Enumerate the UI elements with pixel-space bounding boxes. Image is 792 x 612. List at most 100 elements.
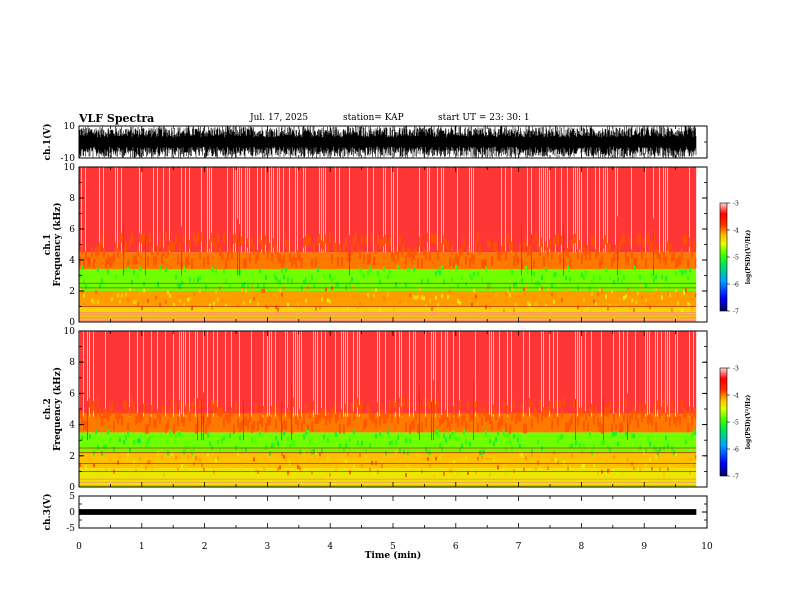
ch1-spectrogram-boundary bbox=[143, 232, 145, 243]
ch1-spectrogram-low-speckle bbox=[441, 294, 443, 299]
ch1-spectrogram-low-speckle bbox=[133, 299, 135, 304]
ch2-spectrogram-low-speckle bbox=[105, 467, 107, 472]
ch2-spectrogram-low-speckle bbox=[599, 465, 601, 470]
ch2-spectrogram-streak bbox=[413, 331, 414, 417]
ch1-spectrogram-low-speckle bbox=[605, 294, 607, 299]
ch2-spectrogram-speckle bbox=[269, 451, 271, 456]
ch1-spectrogram-boundary bbox=[383, 236, 385, 247]
ch2-spectrogram-speckle bbox=[509, 438, 511, 444]
ch2-spectrogram-speckle bbox=[639, 445, 641, 450]
ch1-spectrogram-speckle bbox=[471, 276, 473, 281]
ch2-spectrogram-boundary bbox=[441, 414, 443, 425]
ch2-spectrogram-speckle bbox=[507, 433, 509, 438]
ch1-spectrogram-boundary bbox=[525, 237, 527, 247]
ch1-spectrogram-spike bbox=[563, 223, 564, 276]
ch2-spectrogram-spike bbox=[197, 398, 198, 441]
ch1-spectrogram-spike bbox=[349, 235, 350, 276]
ch2-spectrogram-boundary bbox=[571, 415, 573, 425]
ch2-spectrogram-boundary bbox=[393, 398, 395, 409]
ch1-spectrogram-low-speckle bbox=[187, 297, 189, 302]
ch1-spectrogram-boundary bbox=[375, 244, 377, 255]
ch1-spectrogram-low-speckle bbox=[347, 306, 349, 311]
ch1-spectrogram-low-speckle bbox=[159, 302, 161, 307]
ch2-spectrogram-low-speckle bbox=[537, 460, 539, 465]
ch1-spectrogram-low-speckle bbox=[79, 287, 81, 292]
ch2-spectrogram-low-speckle bbox=[251, 470, 253, 475]
ch1-spectrogram-boundary bbox=[641, 249, 643, 260]
ch1-spectrogram-low-speckle bbox=[383, 296, 385, 301]
ch2-spectrogram-speckle bbox=[209, 441, 211, 446]
ch1-spectrogram-streak bbox=[335, 167, 336, 253]
ch1-spectrogram-low-speckle bbox=[389, 301, 391, 306]
ch1-spectrogram-speckle bbox=[675, 271, 677, 276]
ch1-spectrogram-streak bbox=[539, 167, 540, 253]
ch1-spectrogram-low-speckle bbox=[645, 298, 647, 303]
ch2-spectrogram-boundary bbox=[275, 419, 277, 430]
ch2-spectrogram-spike bbox=[203, 392, 204, 441]
ch2-spectrogram-boundary bbox=[643, 408, 645, 419]
ch2-spectrogram-streak bbox=[151, 331, 152, 417]
ch1-spectrogram-boundary bbox=[281, 258, 283, 268]
ch1-spectrogram-boundary bbox=[337, 256, 339, 266]
ch2-spectrogram-low-speckle bbox=[109, 456, 111, 461]
ch2-spectrogram-speckle bbox=[289, 443, 291, 449]
ch2-spectrogram-speckle bbox=[179, 430, 181, 436]
ch2-spectrogram-boundary bbox=[333, 404, 335, 414]
time-tick-label: 3 bbox=[265, 542, 271, 552]
ch2-spectrogram-boundary bbox=[591, 403, 593, 413]
ch2-spectrogram-boundary bbox=[615, 423, 617, 434]
ch1-spectrogram-low-speckle bbox=[121, 293, 123, 298]
ch1-spectrogram-speckle bbox=[85, 284, 87, 290]
ch1-spectrogram-streak bbox=[261, 167, 262, 253]
ch2-spectrogram-streak bbox=[315, 331, 316, 417]
ch2-spectrogram-spike bbox=[291, 383, 292, 441]
ch2-spectrogram-boundary bbox=[531, 419, 533, 429]
ch2-spectrogram-boundary bbox=[303, 414, 305, 424]
ch2-spectrogram-low-speckle bbox=[405, 473, 407, 477]
ch1-spectrogram-streak bbox=[595, 167, 596, 253]
ch2-spectrogram-streak bbox=[347, 331, 348, 417]
ch2-spectrogram-low-speckle bbox=[669, 464, 671, 469]
ch2-spectrogram-boundary bbox=[653, 404, 655, 414]
ch1-spectrogram-streak bbox=[207, 167, 208, 253]
ch2-spectrogram-streak bbox=[377, 331, 378, 417]
ch1-spectrogram-low-speckle bbox=[595, 301, 597, 306]
ch2-spectrogram-streak bbox=[287, 331, 288, 417]
ch2-spectrogram-low-speckle bbox=[563, 460, 565, 465]
ch1-spectrogram-low-speckle bbox=[507, 289, 509, 294]
ch1-spectrogram-streak bbox=[385, 167, 386, 253]
ch1-spectrogram-streak bbox=[567, 167, 568, 253]
ch1-spectrogram-boundary bbox=[611, 257, 613, 268]
ch2-spectrogram-low-speckle bbox=[241, 465, 243, 470]
ch1-spectrogram-boundary bbox=[363, 253, 365, 264]
ch2-spectrogram-streak bbox=[507, 331, 508, 417]
ch2-spectrogram-speckle bbox=[97, 444, 99, 450]
ch2-spectrogram-streak bbox=[575, 331, 576, 417]
ch1-spectrogram-boundary bbox=[263, 244, 265, 255]
ch2-spectrogram-boundary bbox=[389, 401, 391, 411]
ch1-spectrogram-boundary bbox=[201, 232, 203, 242]
ch1-spectrogram-speckle bbox=[539, 283, 541, 289]
ch2-spectrogram-boundary bbox=[599, 421, 601, 432]
ch1-spectrogram-low-speckle bbox=[297, 302, 299, 307]
ch1-spectrogram-boundary bbox=[303, 238, 305, 248]
ch1-spectrogram-low-speckle bbox=[117, 293, 119, 298]
ch2-spectrogram-low-speckle bbox=[653, 454, 655, 459]
ch1-spectrogram-low-speckle bbox=[551, 292, 553, 297]
ch2-spectrogram-boundary bbox=[145, 424, 147, 434]
ch2-spectrogram-speckle bbox=[465, 439, 467, 444]
ch1-spectrogram-boundary bbox=[421, 258, 423, 269]
ch1-spectrogram-boundary bbox=[459, 248, 461, 258]
ch2-spectrogram-low-speckle bbox=[677, 462, 679, 467]
ch2-spectrogram-boundary bbox=[345, 403, 347, 413]
ch2-spectrogram-low-speckle bbox=[693, 464, 695, 468]
ch2-spectrogram-boundary bbox=[481, 416, 483, 427]
ch2-spectrogram-speckle bbox=[177, 430, 179, 436]
ch1-spectrogram-speckle bbox=[137, 273, 139, 279]
ch2-spectrogram-streak bbox=[689, 331, 690, 417]
ch1-spectrogram-low-speckle bbox=[571, 306, 573, 311]
time-tick-label: 4 bbox=[327, 542, 333, 552]
ch2-spectrogram-speckle bbox=[251, 437, 253, 443]
ch1-spectrogram-low-speckle bbox=[215, 290, 217, 295]
